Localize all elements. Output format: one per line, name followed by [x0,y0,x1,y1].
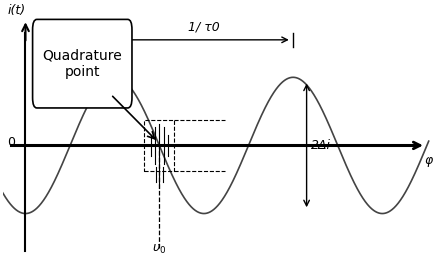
Text: φ: φ [425,154,433,167]
Text: i(t): i(t) [8,4,26,17]
Text: $\upsilon_0$: $\upsilon_0$ [152,243,166,256]
Text: 0: 0 [7,135,15,149]
Text: 1/ τ0: 1/ τ0 [188,20,220,33]
Text: Quadrature
point: Quadrature point [42,49,122,79]
Text: 2Δi: 2Δi [311,139,331,152]
FancyBboxPatch shape [33,19,132,108]
